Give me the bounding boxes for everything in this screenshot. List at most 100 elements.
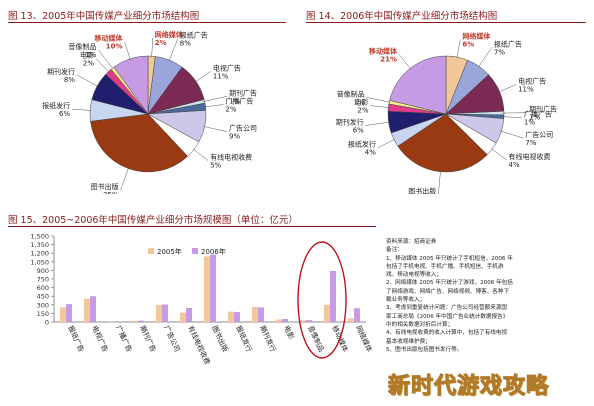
- pie-slice-label: 期刊发行: [336, 118, 364, 127]
- highlight-ellipse: [297, 241, 347, 359]
- pie-slice-label: 音像制品: [68, 42, 96, 51]
- pie-slice-label: 电影: [80, 51, 94, 60]
- bar: [114, 321, 120, 322]
- note-line: 基本收视维护费；: [386, 338, 431, 345]
- pie-leader-line: [398, 54, 411, 70]
- pie-slice-percent: 9%: [229, 133, 240, 141]
- bar: [276, 319, 282, 322]
- y-tick-label: 450: [37, 293, 49, 301]
- pie-leader-line: [192, 148, 209, 161]
- x-category-label: 电视广告: [90, 324, 110, 353]
- bar: [348, 318, 354, 322]
- bar: [156, 305, 162, 322]
- note-line: 戏、移动电视等收入；: [386, 272, 442, 279]
- bar: [330, 271, 336, 322]
- pie-slice-label: 报纸发行: [348, 140, 376, 149]
- note-line: 备注：: [386, 247, 403, 254]
- pie-slice-label: 电影: [355, 98, 369, 107]
- pie-slice-label: 有线电视收费: [509, 152, 551, 161]
- note-line: 2、网络媒体 2005 年只统计了游戏，2006 年包括: [386, 280, 513, 287]
- x-category-label: 网络媒体: [354, 324, 374, 353]
- x-category-label: 图书出版: [210, 324, 230, 353]
- pie-slice-percent: 8%: [180, 40, 191, 48]
- x-category-label: 报纸广告: [66, 324, 86, 353]
- pie-slice-label: 网络媒体: [462, 31, 491, 40]
- pie-slice-percent: 1%: [354, 98, 365, 106]
- pie-slice-label: 报纸广告: [180, 31, 208, 40]
- pie-slice-percent: 8%: [64, 76, 75, 84]
- y-tick-label: 600: [37, 284, 49, 292]
- bar: [186, 308, 192, 322]
- pie-slice-percent: 1%: [524, 119, 535, 127]
- pie-slice-percent: 4%: [365, 149, 376, 157]
- pie-slice-percent: 35%: [103, 191, 119, 194]
- pie-slice-percent: 6%: [462, 40, 474, 48]
- pie-chart-2005: 网络媒体2%报纸广告8%电视广告11%期刊广告1%广播广告2%广告公司9%有线电…: [42, 30, 257, 194]
- bar: [132, 320, 138, 322]
- x-category-label: 广告公司: [162, 324, 182, 353]
- note-line: 包括了手机电视、手机广播、手机短信、手机游: [386, 263, 504, 270]
- bar: [258, 307, 264, 322]
- fig15-title: 图 15、2005~2006年中国传媒产业细分市场规模图（单位：亿元）: [8, 215, 298, 226]
- pie-slice-label: 报纸发行: [42, 101, 70, 110]
- legend-swatch: [148, 248, 154, 254]
- pie-leader-line: [370, 105, 390, 108]
- y-tick-label: 1,200: [30, 250, 49, 258]
- note-line: 载业务等收入；: [386, 297, 426, 304]
- pie-slice-percent: 1%: [85, 51, 96, 59]
- pie-leader-line: [365, 121, 390, 126]
- pie-slice-label: 广播广告: [225, 97, 253, 106]
- pie-leader-line: [76, 74, 99, 87]
- pie-leader-line: [168, 38, 179, 62]
- note-line: 中的相关数据对折后计算；: [386, 321, 454, 328]
- bar: [228, 311, 234, 322]
- pie-slice-percent: 2%: [83, 60, 94, 68]
- note-line: 资料来源：招商证券: [386, 239, 437, 245]
- pie-slice-label: 报纸广告: [494, 39, 522, 48]
- pie-slice-label: 音像制品: [337, 89, 365, 98]
- pie-leader-line: [194, 71, 212, 83]
- pie-leader-line: [204, 104, 224, 108]
- pie-leader-line: [120, 167, 129, 191]
- legend-swatch: [192, 248, 198, 254]
- note-line: 4、有线电视收费的收入计算中，包括了有线电视: [386, 330, 508, 337]
- pie-leader-line: [456, 39, 461, 59]
- pie-slice-label: 图书出版: [91, 182, 119, 191]
- pie-slice-label: 移动媒体: [95, 34, 124, 43]
- pie-slice-percent: 6%: [59, 110, 70, 118]
- x-category-label: 期刊广告: [138, 324, 158, 353]
- pie-slice-percent: 4%: [509, 161, 520, 169]
- x-category-label: 广播广告: [114, 324, 134, 353]
- pie-slice-label: 广告公司: [229, 124, 257, 133]
- bar: [138, 320, 144, 322]
- y-tick-label: 300: [37, 301, 49, 309]
- pie-leader-line: [203, 96, 228, 102]
- pie-leader-line: [502, 116, 522, 118]
- y-tick-label: 750: [37, 276, 49, 284]
- x-category-label: 期刊发行: [258, 324, 278, 353]
- note-line: 5、图书出版包括图书发行等。: [386, 346, 463, 353]
- pie-slice-label: 期刊发行: [47, 67, 75, 76]
- pie-slice-percent: 2%: [357, 107, 368, 115]
- note-line: 3、考虑到重复统计问题：广告公司经营额来源国: [386, 305, 508, 312]
- pie-slice-percent: 5%: [210, 162, 221, 170]
- bar: [84, 298, 90, 322]
- pie-slice-label: 期刊广告: [229, 88, 257, 97]
- pie-leader-line: [72, 108, 92, 111]
- bar: [210, 254, 216, 322]
- legend-label: 2006年: [201, 247, 226, 256]
- y-tick-label: 900: [37, 267, 49, 275]
- bar: [204, 256, 210, 322]
- bar: [300, 320, 306, 322]
- pie-leader-line: [491, 148, 507, 161]
- pie-slice-percent: 2%: [155, 39, 167, 47]
- pie-slice-label: 有线电视收费: [210, 153, 252, 162]
- pie-slice-percent: 1%: [529, 114, 540, 122]
- pie-slice-label: 广告公司: [525, 130, 553, 139]
- legend-label: 2005年: [157, 247, 182, 256]
- bar: [162, 304, 168, 322]
- bar: [180, 312, 186, 322]
- bar: [108, 321, 114, 322]
